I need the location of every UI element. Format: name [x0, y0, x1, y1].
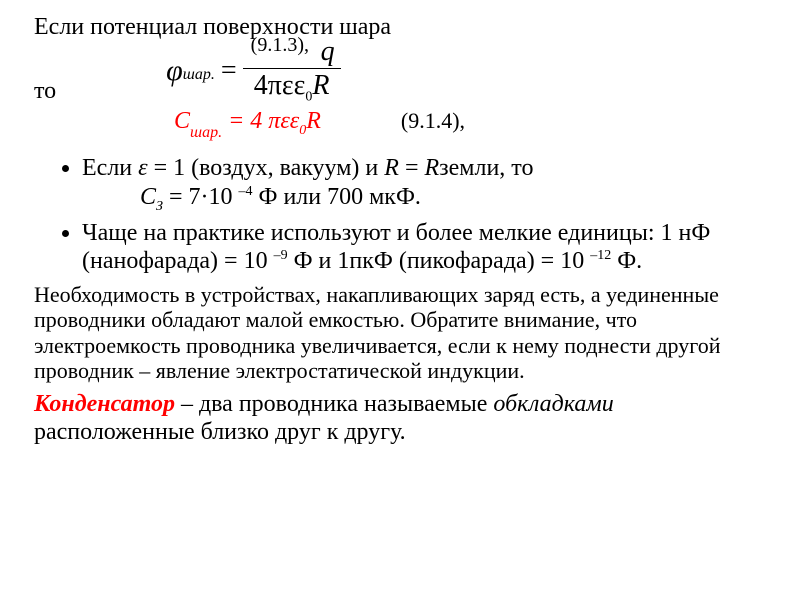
b1-after: земли, то	[439, 155, 533, 181]
term-capacitor: Конденсатор	[34, 391, 175, 417]
c-symbol: С	[174, 108, 190, 134]
c-subscript: шар.	[190, 124, 222, 141]
b1-mid: = 1 (воздух, вакуум) и	[148, 155, 385, 181]
den-4piee: 4πεε	[254, 70, 306, 101]
b1-R2: R	[424, 155, 439, 181]
defn-dash: – два проводника называемые	[175, 391, 493, 417]
c-R: R	[306, 108, 321, 134]
b1-R1: R	[384, 155, 399, 181]
b1-C: С	[140, 184, 156, 210]
defn-obkladki: обкладками	[493, 391, 613, 417]
b1-post: Ф или 700 мкФ.	[252, 184, 420, 210]
b1-text-a: Если	[82, 155, 138, 181]
potential-formula: φ шар. = (9.1.3), q 4πεε0R	[166, 37, 340, 106]
den-R: R	[312, 70, 329, 101]
definition-line: Конденсатор – два проводника называемые …	[34, 390, 766, 447]
bullet-1: Если ε = 1 (воздух, вакуум) и R = Rземли…	[82, 154, 766, 215]
eq-ref-913: (9.1.3),	[251, 35, 309, 56]
b1-eps: ε	[138, 155, 147, 181]
b1-eq2: =	[399, 155, 425, 181]
paragraph-necessity: Необходимость в устройствах, накапливающ…	[34, 282, 766, 384]
b1-line2: СЗ = 7·10 –4 Ф или 700 мкФ.	[140, 184, 421, 210]
fraction: (9.1.3), q 4πεε0R	[243, 37, 341, 106]
to-label: то	[34, 38, 56, 105]
b2-b: Ф и 1пкФ (пикофарада) = 10	[288, 248, 591, 274]
equals-sign: =	[221, 55, 237, 87]
bullet-2: Чаще на практике используют и более мелк…	[82, 219, 766, 276]
b1-Csub: З	[156, 199, 163, 214]
denominator: 4πεε0R	[248, 71, 336, 105]
numerator: (9.1.3), q	[243, 37, 341, 66]
b2-c: Ф.	[611, 248, 642, 274]
eq-ref-914: (9.1.4),	[401, 108, 465, 133]
phi-symbol: φ	[166, 54, 183, 88]
b1-exp: –4	[238, 184, 252, 199]
capacitance-formula: Сшар. = 4 πεε0R(9.1.4),	[174, 108, 766, 139]
b1-eqval: = 7·10	[163, 184, 239, 210]
defn-rest: расположенные близко друг к другу.	[34, 419, 406, 445]
c-rest: = 4 πεε	[222, 108, 299, 134]
b2-exp1: –9	[274, 248, 288, 263]
bullet-list: Если ε = 1 (воздух, вакуум) и R = Rземли…	[34, 154, 766, 275]
fraction-bar	[243, 68, 341, 69]
b2-exp2: –12	[590, 248, 611, 263]
phi-subscript: шар.	[183, 66, 215, 84]
formula-row: то φ шар. = (9.1.3), q 4πεε0R	[34, 37, 766, 106]
slide-content: Если потенциал поверхности шара то φ шар…	[0, 0, 800, 460]
